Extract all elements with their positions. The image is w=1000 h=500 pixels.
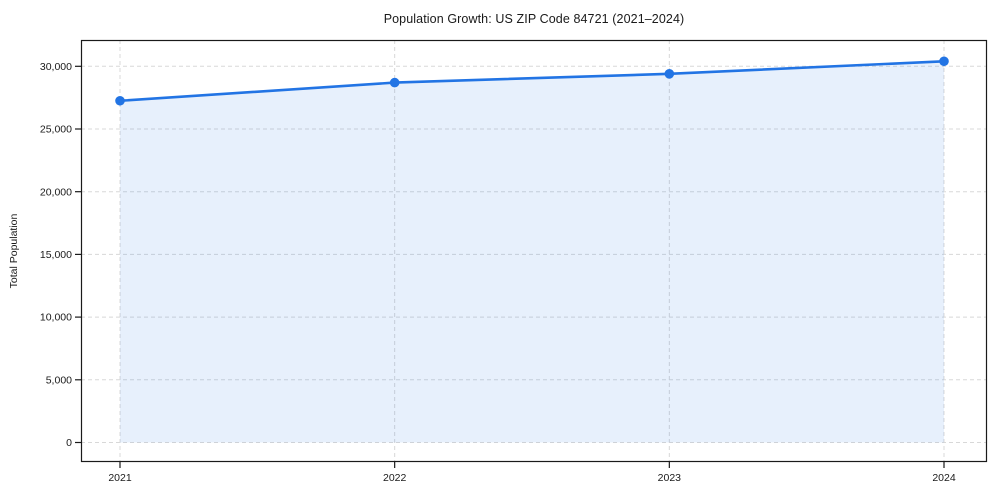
plot-border	[80, 39, 988, 463]
x-tick-label: 2022	[383, 472, 407, 484]
x-tick-label: 2021	[108, 472, 132, 484]
data-point-marker	[939, 56, 949, 67]
y-tick-label: 5,000	[46, 374, 72, 386]
x-tick-label: 2024	[932, 472, 956, 484]
x-tick-label: 2023	[658, 472, 682, 484]
data-point-marker	[664, 69, 675, 79]
area-fill	[120, 61, 944, 443]
y-tick-label: 20,000	[40, 186, 72, 198]
y-tick-label: 25,000	[40, 124, 72, 136]
trend-line	[118, 59, 946, 103]
y-tick-label: 15,000	[40, 249, 72, 261]
y-tick-label: 30,000	[40, 61, 72, 73]
data-point-marker	[389, 77, 400, 88]
chart-title: Population Growth: US ZIP Code 84721 (20…	[383, 12, 685, 26]
data-point-marker	[115, 95, 125, 106]
y-tick-label: 10,000	[40, 312, 72, 324]
y-tick-label: 0	[66, 437, 72, 449]
